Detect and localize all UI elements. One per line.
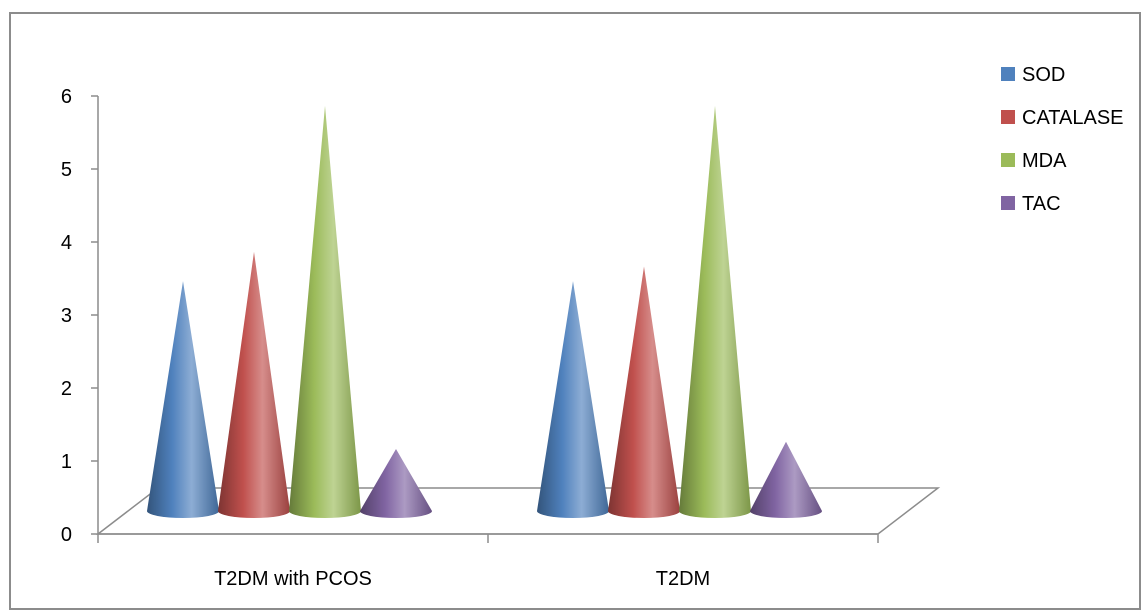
y-tick-label-4: 4 (61, 232, 72, 254)
cone-t2dm-with-pcos-catalase (218, 251, 290, 518)
legend-item-sod: SOD (1001, 64, 1065, 86)
cone-body (218, 251, 290, 518)
legend-label: MDA (1022, 150, 1067, 172)
legend-label: CATALASE (1022, 107, 1124, 129)
cone-t2dm-mda (679, 105, 751, 519)
cone-body (679, 105, 751, 519)
legend-item-mda: MDA (1001, 150, 1067, 172)
y-tick-label-6: 6 (61, 86, 72, 108)
cone-t2dm-tac (750, 441, 822, 518)
legend-swatch (1001, 110, 1015, 124)
cone-t2dm-sod (537, 281, 609, 518)
y-tick-label-5: 5 (61, 159, 72, 181)
legend-label: SOD (1022, 64, 1065, 86)
legend-label: TAC (1022, 193, 1061, 215)
y-tick-label-2: 2 (61, 378, 72, 400)
legend-item-tac: TAC (1001, 193, 1061, 215)
cone-body (147, 281, 219, 518)
x-tick-label-t2dm-with-pcos: T2DM with PCOS (214, 568, 372, 590)
cone-body (750, 441, 822, 518)
x-axis-ticks: T2DM with PCOS T2DM (97, 534, 879, 590)
cone-t2dm-with-pcos-sod (147, 281, 219, 518)
y-tick-label-1: 1 (61, 451, 72, 473)
y-tick-label-3: 3 (61, 305, 72, 327)
cones (147, 105, 822, 519)
y-axis-ticks: 0 1 2 3 4 5 6 (61, 86, 98, 546)
cone-t2dm-with-pcos-tac (360, 449, 432, 518)
y-tick-label-0: 0 (61, 524, 72, 546)
legend-swatch (1001, 196, 1015, 210)
x-tick-label-t2dm: T2DM (656, 568, 710, 590)
legend: SOD CATALASE MDA TAC (1001, 64, 1124, 215)
cone-t2dm-catalase (608, 266, 680, 518)
legend-swatch (1001, 67, 1015, 81)
cone-t2dm-with-pcos-mda (289, 105, 361, 519)
legend-item-catalase: CATALASE (1001, 107, 1124, 129)
legend-swatch (1001, 153, 1015, 167)
cone-body (537, 281, 609, 518)
cone-body (608, 266, 680, 518)
cone-body (360, 449, 432, 518)
cone-body (289, 105, 361, 519)
